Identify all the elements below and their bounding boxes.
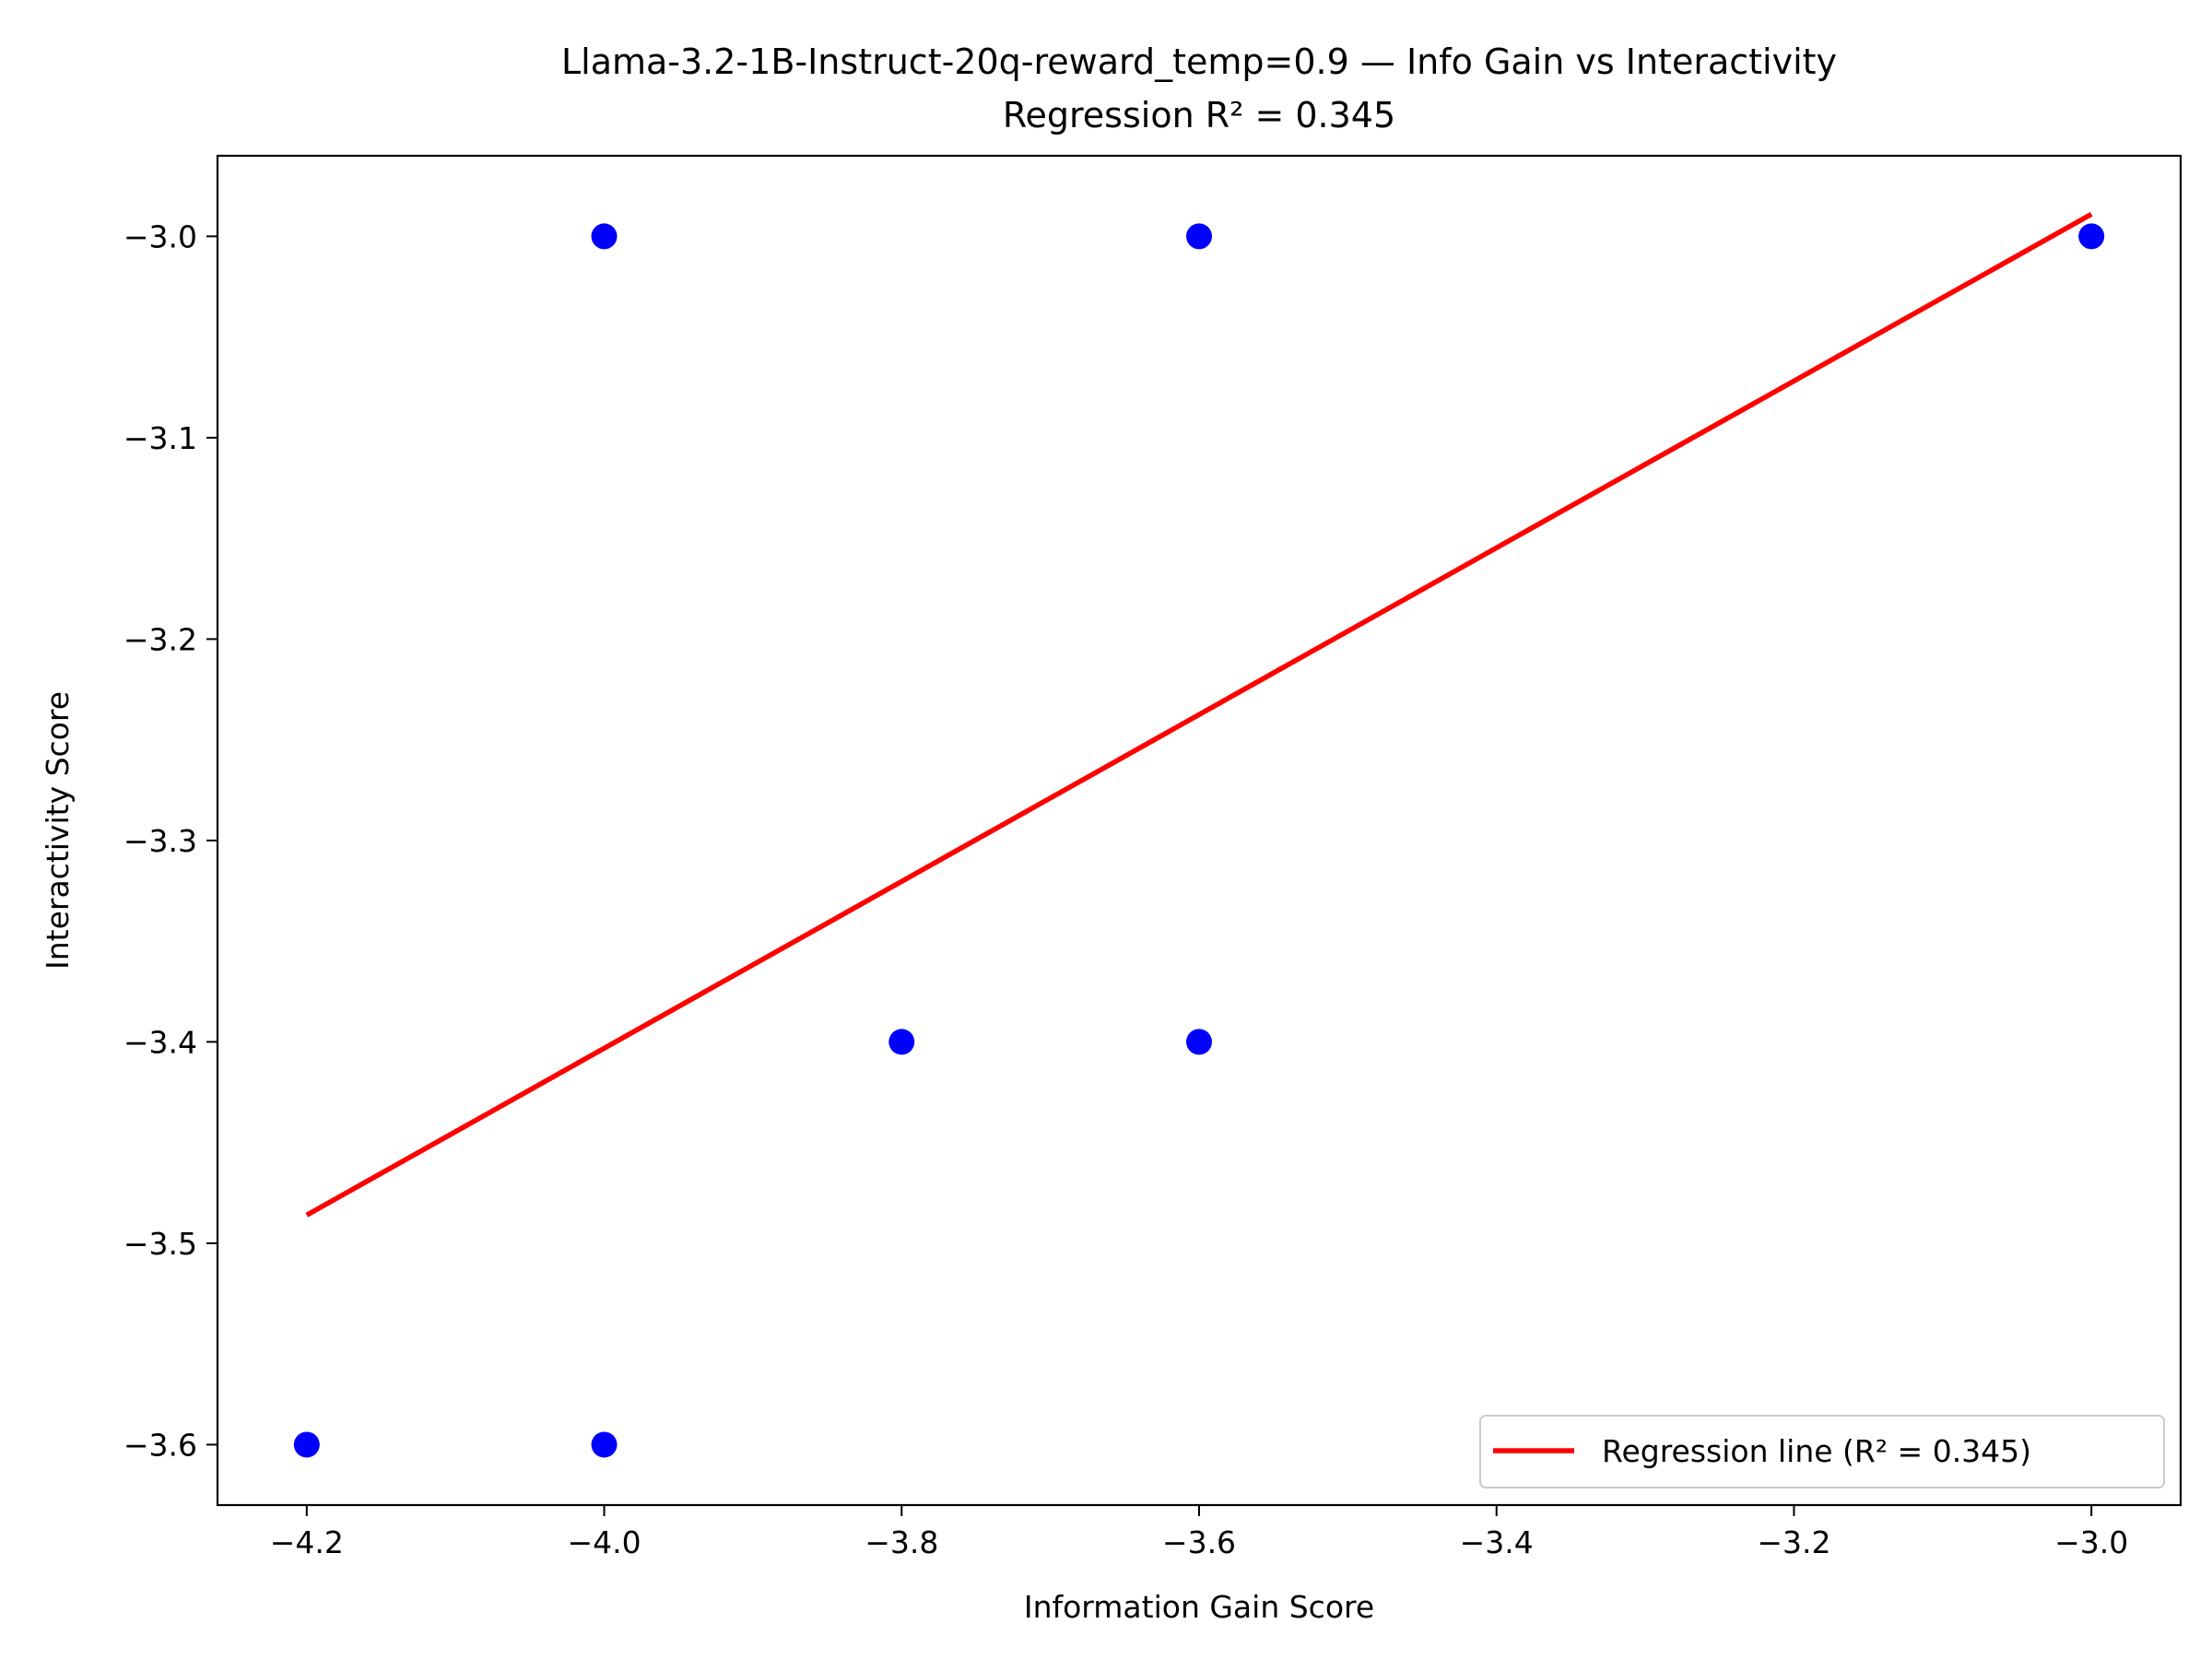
y-tick-label: −3.0 <box>124 218 197 254</box>
x-tick-label: −3.2 <box>1757 1524 1830 1560</box>
y-axis-label: Interactivity Score <box>40 691 76 970</box>
data-point <box>888 1029 915 1055</box>
x-tick-label: −4.0 <box>567 1524 641 1560</box>
x-tick-label: −4.2 <box>270 1524 344 1560</box>
axes: −4.2 −4.0 −3.8 −3.6 −3.4 −3.2 −3.0 −3.0 −3.1 −3.2… <box>124 218 2128 1560</box>
plot-frame <box>216 154 2183 1507</box>
x-axis-label: Information Gain Score <box>1024 1589 1374 1625</box>
data-point <box>1186 223 1212 250</box>
x-tick-label: −3.4 <box>1460 1524 1534 1560</box>
x-tick-label: −3.6 <box>1162 1524 1236 1560</box>
y-tick-label: −3.5 <box>124 1226 197 1262</box>
y-tick-label: −3.4 <box>124 1024 197 1060</box>
data-point <box>1186 1029 1212 1055</box>
y-tick-label: −3.2 <box>124 621 197 657</box>
y-tick-label: −3.6 <box>124 1427 197 1463</box>
legend: Regression line (R² = 0.345) <box>1479 1415 2165 1488</box>
data-point <box>591 1431 618 1458</box>
chart-title: Llama-3.2-1B-Instruct-20q-reward_temp=0.… <box>561 41 1837 82</box>
data-point <box>2078 223 2105 250</box>
data-point <box>293 1431 320 1458</box>
legend-box <box>1479 1415 2165 1488</box>
data-point <box>591 223 618 250</box>
x-tick-label: −3.8 <box>865 1524 938 1560</box>
data-layer <box>293 211 2105 1458</box>
legend-regression-label: Regression line (R² = 0.345) <box>1602 1433 2031 1469</box>
y-tick-label: −3.1 <box>124 420 197 456</box>
x-tick-label: −3.0 <box>2054 1524 2128 1560</box>
y-tick-label: −3.3 <box>124 823 197 859</box>
chart-subtitle: Regression R² = 0.345 <box>1003 95 1395 135</box>
regression-line <box>305 211 2093 1218</box>
